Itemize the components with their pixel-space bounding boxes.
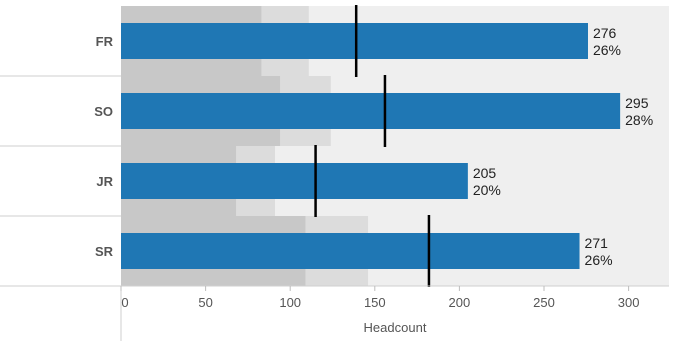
value-label-fr: 276 <box>593 25 617 41</box>
x-axis-title: Headcount <box>364 320 427 335</box>
x-tick-label-100: 100 <box>279 295 301 310</box>
x-axis: 0 50 100 150 200 250 300 <box>120 285 669 341</box>
category-label-so: SO <box>94 104 113 119</box>
x-tick-label-300: 300 <box>618 295 640 310</box>
category-label-sr: SR <box>95 244 114 259</box>
x-tick-label-250: 250 <box>533 295 555 310</box>
percent-label-sr: 26% <box>585 252 613 268</box>
x-tick-label-50: 50 <box>198 295 212 310</box>
reference-lines-layer <box>314 5 431 287</box>
value-label-sr: 271 <box>585 235 609 251</box>
bar-so <box>121 93 621 129</box>
value-label-so: 295 <box>625 95 649 111</box>
bar-sr <box>121 233 580 269</box>
x-tick-label-0: 0 <box>121 295 128 310</box>
bar-fr <box>121 23 588 59</box>
x-tick-label-200: 200 <box>449 295 471 310</box>
category-label-fr: FR <box>96 34 114 49</box>
bar-jr <box>121 163 468 199</box>
x-tick-label-150: 150 <box>364 295 386 310</box>
percent-label-fr: 26% <box>593 42 621 58</box>
percent-label-so: 28% <box>625 112 653 128</box>
percent-label-jr: 20% <box>473 182 501 198</box>
row-separators <box>0 75 121 287</box>
value-label-jr: 205 <box>473 165 497 181</box>
category-label-jr: JR <box>96 174 113 189</box>
bars-layer <box>121 23 621 269</box>
